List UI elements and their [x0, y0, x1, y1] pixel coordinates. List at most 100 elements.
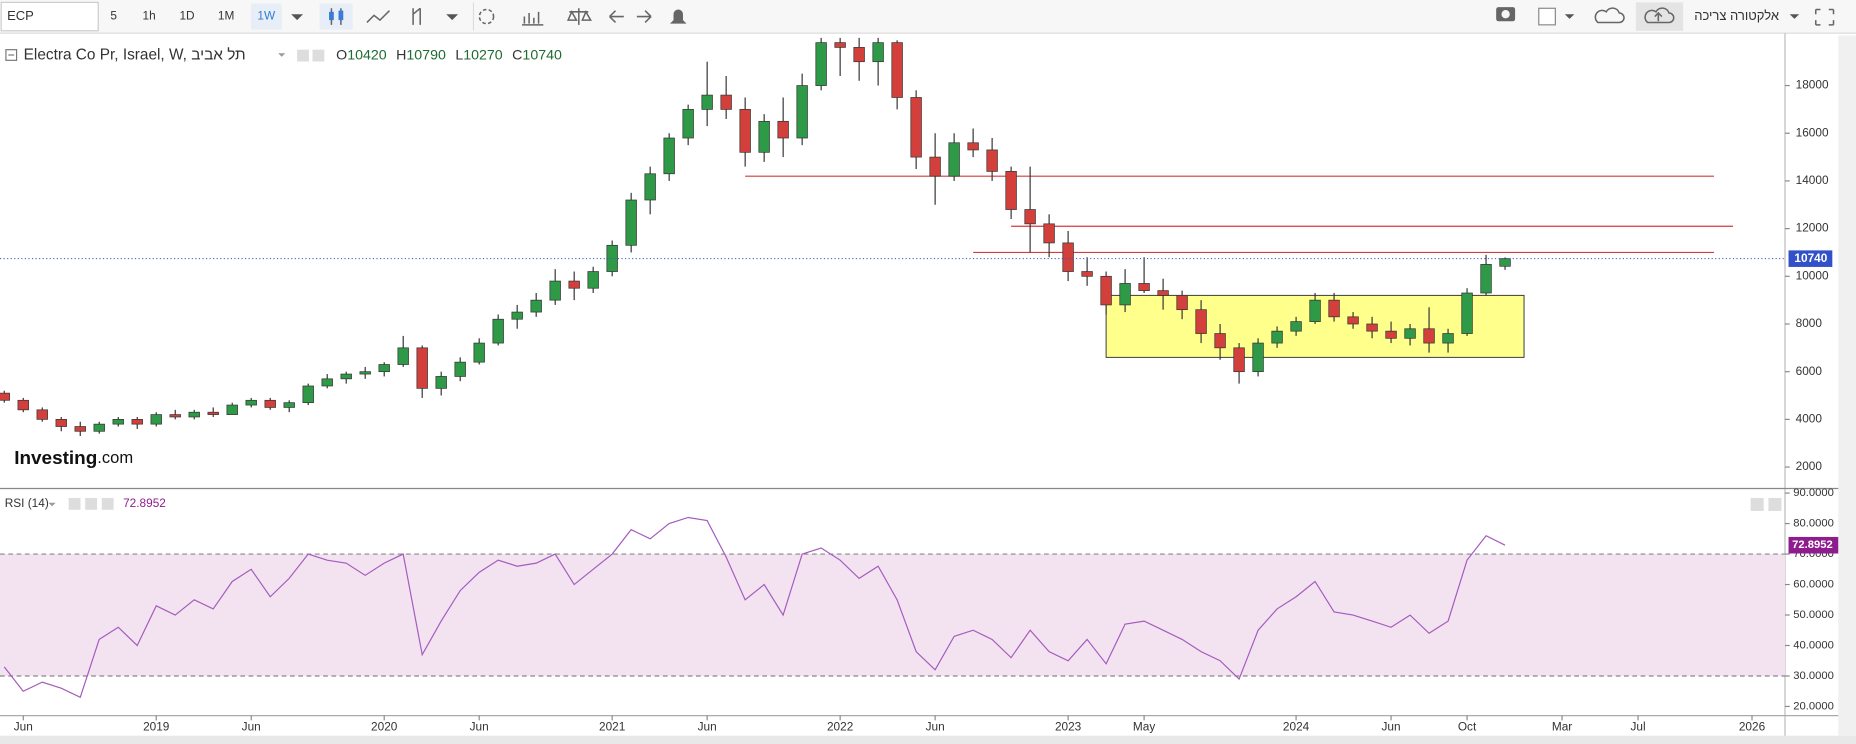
candle-body: [568, 280, 580, 289]
cloud-load-icon[interactable]: [1594, 7, 1625, 24]
undo-icon[interactable]: [609, 10, 624, 24]
x-tick-label: Jul: [1630, 720, 1645, 734]
candle-body: [549, 280, 561, 301]
interval-button[interactable]: 1W: [257, 9, 276, 23]
status-bar: [0, 735, 1856, 744]
logo-suffix: .com: [97, 448, 133, 467]
rsi-y-tick-label: 20.0000: [1793, 700, 1834, 712]
candle-body: [511, 311, 523, 320]
candle-body: [454, 361, 466, 377]
x-tick-label: Jun: [242, 720, 261, 734]
candle-body: [36, 409, 48, 420]
price-pane: [0, 37, 1734, 437]
chart-title: Electra Co Pr, Israel, W, תל אביב: [24, 47, 246, 64]
candle-body: [891, 42, 903, 98]
rsi-eye[interactable]: [68, 497, 81, 510]
rsi-tag: [1788, 536, 1839, 554]
rsi-pane: [0, 516, 1785, 699]
pane-down[interactable]: [1768, 497, 1782, 511]
candle-body: [435, 376, 447, 389]
candle-body: [1024, 209, 1036, 225]
interval-button[interactable]: 1D: [179, 9, 194, 23]
candle-body: [1328, 299, 1340, 318]
rsi-tag-label: 72.8952: [1792, 539, 1833, 551]
candle-body: [150, 414, 162, 425]
candle-body: [321, 378, 333, 387]
interval-button[interactable]: 1h: [143, 9, 156, 23]
candle-body: [0, 392, 10, 401]
candle-body: [644, 173, 656, 201]
legend-settings[interactable]: [312, 49, 325, 62]
symbol-input[interactable]: [0, 1, 99, 32]
legend-eye[interactable]: [297, 49, 309, 62]
redo-icon[interactable]: [636, 10, 652, 24]
settings-icon[interactable]: [478, 8, 495, 25]
candle-body: [378, 364, 390, 373]
collapse-icon[interactable]: [5, 49, 18, 61]
rsi-y-tick-label: 90.0000: [1793, 487, 1834, 499]
candle-body: [340, 373, 352, 380]
fullscreen-icon[interactable]: [1814, 8, 1835, 26]
interval-button[interactable]: 1M: [218, 9, 234, 23]
candle-body: [17, 399, 29, 411]
rsi-y-tick-label: 30.0000: [1793, 670, 1834, 682]
candle-body: [1138, 283, 1150, 291]
candle-body: [1404, 328, 1416, 339]
indicator-icon[interactable]: [366, 10, 390, 24]
cloud-save-bg[interactable]: [1635, 2, 1684, 31]
x-tick-label: 2021: [599, 720, 625, 734]
title-dropdown[interactable]: [278, 53, 286, 57]
icon-part: [338, 10, 344, 21]
ohlc-key: C: [512, 47, 522, 63]
candle-body: [93, 423, 105, 432]
x-tick-label: 2022: [827, 720, 853, 734]
y-tick-label: 14000: [1796, 173, 1829, 187]
x-tick-label: 2026: [1739, 720, 1766, 734]
compare-icon[interactable]: [566, 8, 592, 25]
studies-icon[interactable]: [522, 11, 544, 26]
rsi-dropdown[interactable]: [48, 502, 56, 507]
account-dropdown[interactable]: [1789, 14, 1800, 19]
color-picker[interactable]: [1538, 7, 1556, 26]
symbol-text[interactable]: ECP: [7, 8, 34, 23]
candle-body: [473, 342, 485, 363]
x-tick-label: 2020: [371, 720, 398, 734]
camera-lens: [1501, 10, 1510, 19]
candle-body: [207, 411, 219, 415]
axes: 2000 4000 6000 8000 10000 12000 14000 16000 1800…: [0, 78, 1839, 734]
color-dropdown[interactable]: [1564, 14, 1575, 19]
candle-body: [1214, 333, 1226, 349]
interval-dropdown[interactable]: [291, 14, 304, 21]
scrollbar: [1838, 35, 1856, 736]
last-price-label: 10740: [1794, 251, 1827, 265]
candle-body: [188, 411, 200, 418]
account-name[interactable]: אלקטורה צריכה: [1694, 8, 1779, 23]
candle-body: [1081, 271, 1093, 277]
cloud-save-icon[interactable]: [1644, 7, 1675, 24]
rsi-settings[interactable]: [85, 497, 98, 510]
btn-bg[interactable]: [319, 3, 353, 30]
candle-body: [1043, 223, 1055, 244]
draw-dropdown[interactable]: [446, 14, 459, 21]
ohlc-value: 10740: [522, 47, 562, 63]
candle-body: [1252, 342, 1264, 373]
ohlc-key: L: [455, 47, 463, 63]
x-tick-label: Oct: [1458, 720, 1477, 734]
draw-icon[interactable]: [412, 7, 421, 25]
candle-body: [112, 419, 124, 425]
candle-body: [606, 244, 618, 272]
candle-body: [796, 85, 808, 139]
x-tick-label: Jun: [470, 720, 489, 734]
candle-body: [587, 271, 599, 289]
alert-icon[interactable]: [669, 9, 687, 24]
interval-active-bg[interactable]: [250, 3, 282, 30]
candle-body: [1423, 328, 1435, 344]
rsi-remove[interactable]: [101, 497, 114, 510]
interval-button[interactable]: 5: [110, 9, 117, 23]
chart-style-btn[interactable]: [319, 3, 353, 30]
rsi-value: 72.8952: [123, 496, 166, 510]
y-tick-label: 12000: [1796, 221, 1829, 235]
candle-body: [359, 371, 371, 375]
candle-body: [74, 426, 86, 432]
pane-up[interactable]: [1750, 497, 1764, 511]
